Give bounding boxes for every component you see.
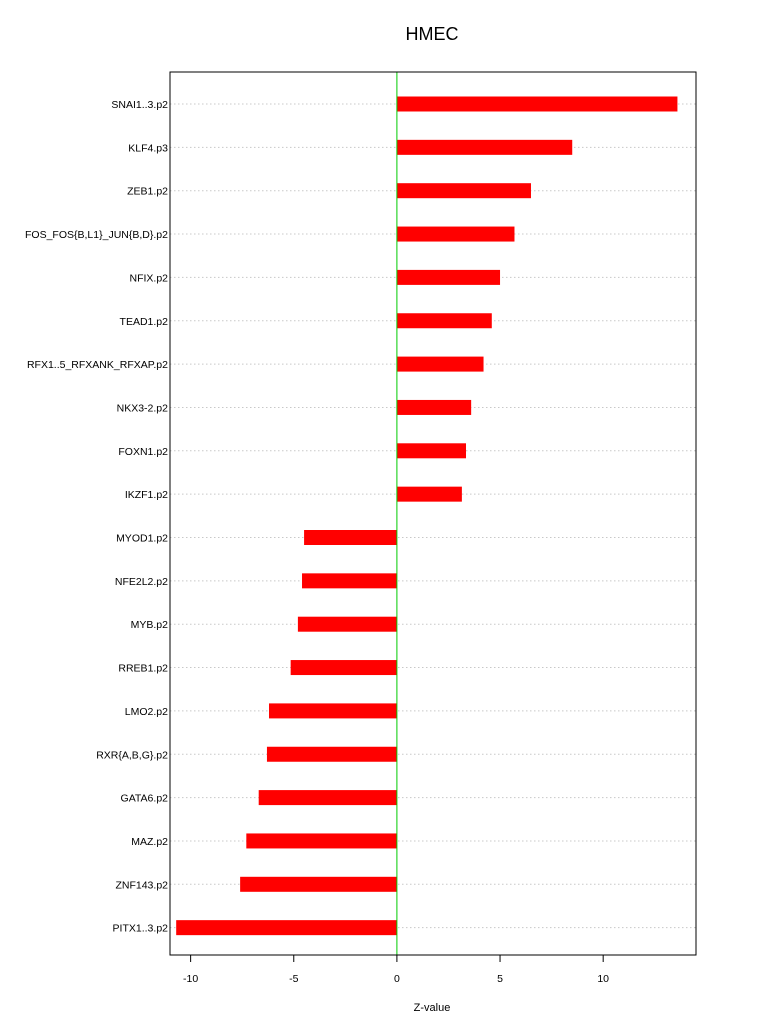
bar: [396, 226, 515, 242]
bar: [297, 616, 397, 632]
bar: [266, 746, 397, 762]
bar: [396, 183, 531, 199]
x-tick-label: 10: [597, 973, 609, 985]
category-label: MAZ.p2: [131, 836, 168, 848]
category-label: MYB.p2: [131, 619, 169, 631]
x-axis: -10 -5 0 5 10: [183, 954, 609, 985]
bar: [396, 443, 467, 459]
category-label: MYOD1.p2: [116, 533, 168, 545]
category-label: NFIX.p2: [129, 272, 168, 284]
bar: [269, 703, 397, 719]
bar: [396, 139, 573, 155]
x-tick-label: -10: [183, 973, 198, 985]
category-label: RFX1..5_RFXANK_RFXAP.p2: [27, 359, 168, 371]
x-tick-label: 0: [394, 973, 400, 985]
x-tick-label: 5: [497, 973, 503, 985]
bar: [240, 876, 397, 892]
category-label: GATA6.p2: [121, 793, 169, 805]
category-label: ZEB1.p2: [127, 186, 168, 198]
category-label: IKZF1.p2: [125, 489, 168, 501]
category-label: ZNF143.p2: [115, 879, 168, 891]
bar: [396, 96, 678, 112]
category-label: FOS_FOS{B,L1}_JUN{B,D}.p2: [25, 229, 168, 241]
bar: [396, 269, 501, 285]
plot-frame: [169, 71, 697, 956]
category-label: NFE2L2.p2: [115, 576, 168, 588]
category-label: KLF4.p3: [128, 142, 168, 154]
bar: [396, 399, 472, 415]
bars: [176, 96, 678, 936]
category-labels: SNAI1..3.p2 KLF4.p3 ZEB1.p2 FOS_FOS{B,L1}_J…: [25, 99, 168, 935]
bar: [304, 530, 397, 545]
category-label: PITX1..3.p2: [113, 923, 169, 935]
bar: [246, 833, 397, 849]
bar: [290, 660, 397, 676]
category-label: LMO2.p2: [125, 706, 168, 718]
category-label: RXR{A,B,G}.p2: [96, 749, 168, 761]
bar: [396, 356, 484, 372]
bar: [396, 486, 462, 502]
bar: [258, 790, 397, 806]
x-axis-title: Z-value: [414, 1002, 451, 1014]
category-label: FOXN1.p2: [118, 446, 168, 458]
category-label: SNAI1..3.p2: [111, 99, 168, 111]
bar: [396, 313, 492, 329]
chart-title: HMEC: [406, 24, 459, 44]
category-label: NKX3-2.p2: [117, 402, 169, 414]
bar: [302, 573, 397, 589]
x-tick-label: -5: [289, 973, 298, 985]
bar: [176, 920, 397, 936]
category-label: TEAD1.p2: [120, 316, 169, 328]
category-label: RREB1.p2: [118, 663, 168, 675]
